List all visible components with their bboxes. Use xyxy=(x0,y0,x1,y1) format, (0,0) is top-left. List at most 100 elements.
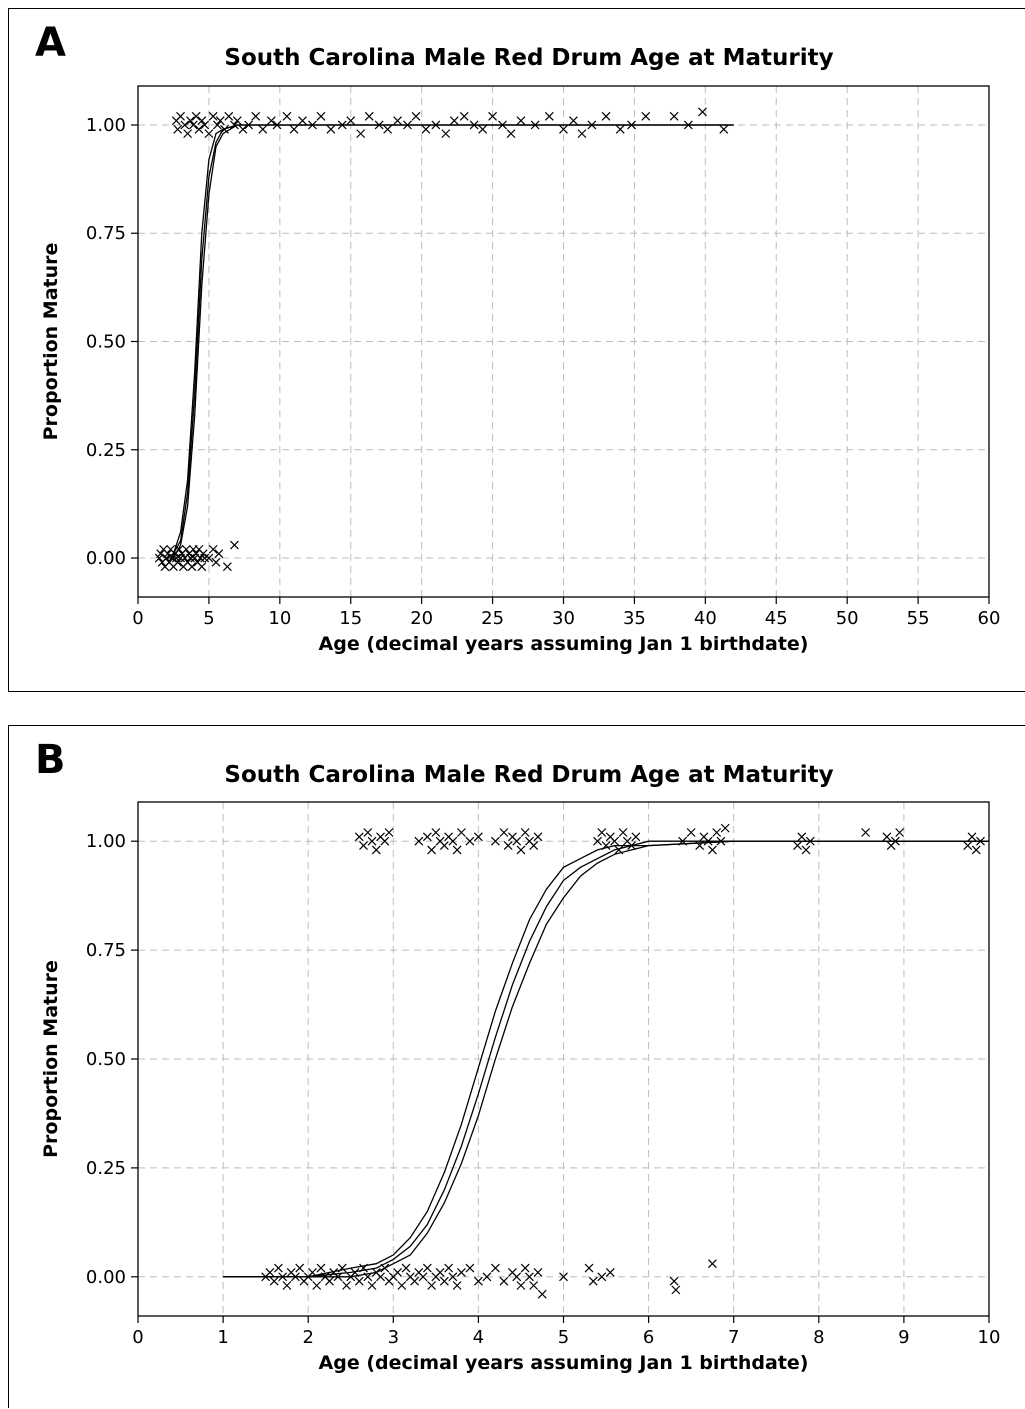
x-tick-label: 6 xyxy=(643,1327,654,1348)
x-tick-label: 0 xyxy=(132,608,143,629)
data-point xyxy=(525,1272,534,1282)
data-point xyxy=(456,828,466,837)
data-point xyxy=(529,1281,539,1290)
ticks xyxy=(131,840,990,1323)
data-point xyxy=(282,111,292,121)
data-point xyxy=(354,832,364,842)
y-tick-label: 0.25 xyxy=(86,440,126,461)
data-point xyxy=(587,120,597,130)
data-point xyxy=(569,116,578,126)
data-point xyxy=(232,116,242,126)
data-point xyxy=(427,845,437,855)
data-point xyxy=(610,836,619,846)
data-point xyxy=(282,1281,292,1290)
data-point xyxy=(577,129,587,139)
data-point xyxy=(503,841,513,850)
data-point xyxy=(605,1268,615,1277)
fit-lines xyxy=(166,124,734,559)
data-point xyxy=(316,1263,326,1273)
data-point xyxy=(627,841,637,850)
data-point xyxy=(346,116,356,126)
data-point xyxy=(473,832,483,842)
data-point xyxy=(367,1281,377,1290)
data-point xyxy=(601,841,611,850)
data-point xyxy=(195,553,205,563)
data-point xyxy=(410,1276,419,1286)
data-point xyxy=(890,836,900,846)
data-point xyxy=(265,1268,275,1277)
data-point xyxy=(224,111,234,121)
data-point xyxy=(278,1272,288,1282)
data-point xyxy=(627,120,637,130)
data-point xyxy=(439,841,449,850)
data-point xyxy=(173,124,183,134)
data-point xyxy=(427,1281,437,1290)
panel-label: A xyxy=(35,20,66,66)
data-point xyxy=(316,111,326,121)
data-point xyxy=(490,836,500,846)
y-axis-title: Proportion Mature xyxy=(40,243,62,441)
x-tick-label: 10 xyxy=(978,1327,1001,1348)
data-point xyxy=(544,111,554,121)
x-tick-label: 0 xyxy=(132,1327,143,1348)
chart-panel-a: A South Carolina Male Red Drum Age at Ma… xyxy=(8,8,1025,692)
x-tick-label: 40 xyxy=(694,608,717,629)
y-tick-label: 1.00 xyxy=(86,115,126,136)
data-point xyxy=(186,116,195,126)
data-point xyxy=(230,540,239,550)
x-axis-title: Age (decimal years assuming Jan 1 birthd… xyxy=(319,1352,809,1374)
data-point xyxy=(376,1272,385,1282)
data-point xyxy=(805,836,815,846)
data-point xyxy=(683,120,693,130)
data-point xyxy=(204,553,214,563)
data-point xyxy=(686,828,696,837)
x-tick-label: 20 xyxy=(410,608,433,629)
data-point xyxy=(289,124,299,134)
x-tick-label: 10 xyxy=(268,608,291,629)
x-tick-label: 2 xyxy=(302,1327,313,1348)
data-point xyxy=(506,129,516,139)
data-point xyxy=(380,1263,390,1273)
data-point xyxy=(516,845,526,855)
data-point xyxy=(194,124,204,134)
data-point xyxy=(359,1263,368,1273)
data-point xyxy=(559,1272,568,1282)
data-point xyxy=(797,832,807,842)
data-point xyxy=(499,1276,509,1286)
x-tick-label: 4 xyxy=(473,1327,484,1348)
data-point xyxy=(403,120,412,130)
data-point xyxy=(459,111,469,121)
data-point xyxy=(490,1263,500,1273)
y-axis-title: Proportion Mature xyxy=(40,960,62,1158)
data-point xyxy=(520,828,530,837)
data-point xyxy=(641,111,651,121)
x-tick-label: 45 xyxy=(765,608,788,629)
ticks xyxy=(131,124,990,604)
grid xyxy=(138,802,989,1316)
data-point xyxy=(716,836,726,846)
data-point xyxy=(215,116,225,126)
data-point xyxy=(435,1268,445,1277)
data-point xyxy=(269,1276,279,1286)
data-point xyxy=(176,111,185,121)
data-point xyxy=(431,120,441,130)
data-point xyxy=(186,553,195,563)
data-point xyxy=(181,544,191,554)
data-point xyxy=(200,120,210,130)
data-point xyxy=(465,836,475,846)
data-point xyxy=(895,828,905,837)
data-point xyxy=(266,116,276,126)
data-point xyxy=(669,1276,679,1286)
data-point xyxy=(197,116,207,126)
chart-title: South Carolina Male Red Drum Age at Matu… xyxy=(224,45,834,71)
data-point xyxy=(499,828,509,837)
x-tick-label: 1 xyxy=(217,1327,228,1348)
data-point xyxy=(597,828,607,837)
data-point xyxy=(371,845,381,855)
data-point xyxy=(712,828,722,837)
data-points xyxy=(261,823,985,1299)
data-point xyxy=(559,124,568,134)
data-point xyxy=(156,549,166,559)
y-tick-label: 1.00 xyxy=(86,831,126,852)
data-point xyxy=(174,544,184,554)
